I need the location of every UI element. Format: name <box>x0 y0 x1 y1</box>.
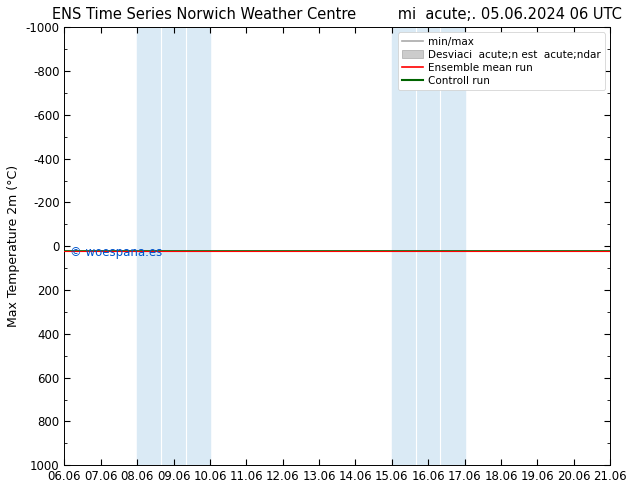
Bar <box>392 27 465 465</box>
Y-axis label: Max Temperature 2m (°C): Max Temperature 2m (°C) <box>7 165 20 327</box>
Text: © woespana.es: © woespana.es <box>70 246 162 259</box>
Bar <box>137 27 210 465</box>
Title: ENS Time Series Norwich Weather Centre         mi  acute;. 05.06.2024 06 UTC: ENS Time Series Norwich Weather Centre m… <box>53 7 622 22</box>
Legend: min/max, Desviaci  acute;n est  acute;ndar, Ensemble mean run, Controll run: min/max, Desviaci acute;n est acute;ndar… <box>398 32 605 90</box>
